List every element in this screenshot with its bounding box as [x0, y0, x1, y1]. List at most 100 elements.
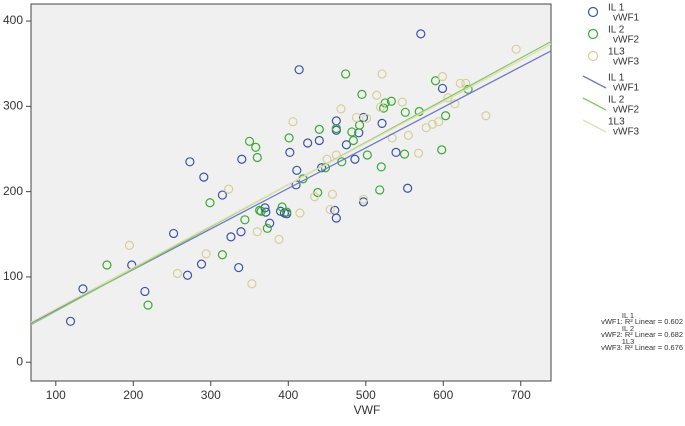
point	[403, 183, 413, 193]
point	[185, 157, 195, 167]
point	[261, 207, 271, 217]
point	[416, 29, 426, 39]
annotation-top: 1L3	[622, 337, 635, 346]
point	[252, 152, 262, 163]
point	[205, 198, 215, 208]
x-tick-label: 200	[123, 388, 143, 402]
point	[285, 147, 295, 158]
point	[102, 260, 112, 270]
legend-label: IL 2	[608, 25, 625, 36]
y-tick-label: 0	[16, 354, 23, 368]
point	[252, 227, 262, 237]
point	[143, 300, 153, 310]
legend-line	[582, 119, 607, 133]
point	[303, 138, 313, 148]
point	[274, 234, 284, 245]
point	[240, 215, 250, 225]
point	[284, 133, 294, 143]
point	[168, 228, 179, 239]
point	[199, 172, 209, 182]
legend-line	[582, 97, 607, 111]
legend-marker	[587, 28, 599, 40]
y-tick-label: 100	[3, 269, 23, 283]
point	[362, 150, 372, 160]
annotation: vWF2: R² Linear = 0.682	[601, 330, 683, 339]
point	[314, 124, 324, 134]
point	[255, 205, 265, 216]
legend-label: vWF3	[613, 127, 640, 138]
legend-label: IL 1	[608, 73, 625, 84]
point	[224, 184, 234, 194]
point	[201, 249, 211, 259]
point	[295, 208, 305, 218]
point	[226, 232, 236, 242]
point	[282, 207, 292, 217]
legend-label: 1L3	[608, 47, 625, 58]
point	[455, 78, 465, 88]
fit-line	[30, 43, 552, 323]
point	[377, 69, 387, 79]
point	[317, 163, 327, 173]
point	[217, 250, 228, 260]
point	[413, 148, 424, 158]
x-tick-label: 400	[278, 388, 298, 402]
point	[427, 119, 438, 129]
point	[386, 96, 396, 106]
point	[124, 240, 135, 250]
point	[331, 213, 341, 223]
legend-line	[582, 75, 607, 89]
point	[361, 113, 372, 123]
legend-label: vWF1	[613, 83, 640, 94]
point	[481, 111, 491, 121]
point	[372, 90, 382, 100]
point	[327, 189, 338, 199]
point	[358, 197, 369, 207]
point	[350, 154, 360, 164]
x-tick-label: 100	[46, 388, 66, 402]
point	[434, 117, 444, 127]
point	[341, 140, 352, 150]
point	[391, 147, 401, 158]
legend-marker	[587, 50, 599, 62]
annotation: vWF1: R² Linear = 0.602	[601, 317, 683, 326]
point	[217, 190, 228, 200]
legend-label: IL 2	[608, 95, 625, 106]
point	[294, 65, 304, 75]
point	[331, 123, 341, 134]
point	[347, 127, 357, 137]
legend-label: 1L3	[608, 117, 625, 128]
point	[341, 69, 351, 79]
y-tick-label: 300	[3, 99, 23, 113]
point	[288, 117, 298, 127]
point	[314, 135, 324, 146]
point	[430, 76, 441, 86]
point	[196, 259, 207, 269]
point	[375, 185, 385, 195]
point	[244, 136, 255, 146]
point	[351, 112, 362, 123]
point	[182, 270, 193, 280]
x-tick-label: 500	[356, 388, 376, 402]
point	[397, 97, 407, 107]
x-tick-label: 700	[511, 388, 531, 402]
point	[310, 192, 320, 202]
point	[511, 44, 521, 54]
point	[265, 218, 275, 228]
point	[237, 154, 247, 164]
point	[256, 206, 266, 216]
point	[437, 83, 448, 94]
point	[441, 111, 451, 121]
point	[376, 162, 386, 172]
point	[325, 204, 335, 215]
legend-marker	[587, 6, 599, 18]
annotation-top: IL 2	[622, 324, 634, 333]
point	[234, 262, 244, 273]
legend-label: vWF2	[613, 35, 640, 46]
x-tick-label: 300	[201, 388, 221, 402]
point	[348, 135, 358, 146]
y-tick-label: 200	[3, 184, 23, 198]
point	[251, 142, 261, 152]
point	[247, 279, 257, 289]
point	[140, 286, 150, 297]
legend-label: IL 1	[608, 3, 625, 14]
